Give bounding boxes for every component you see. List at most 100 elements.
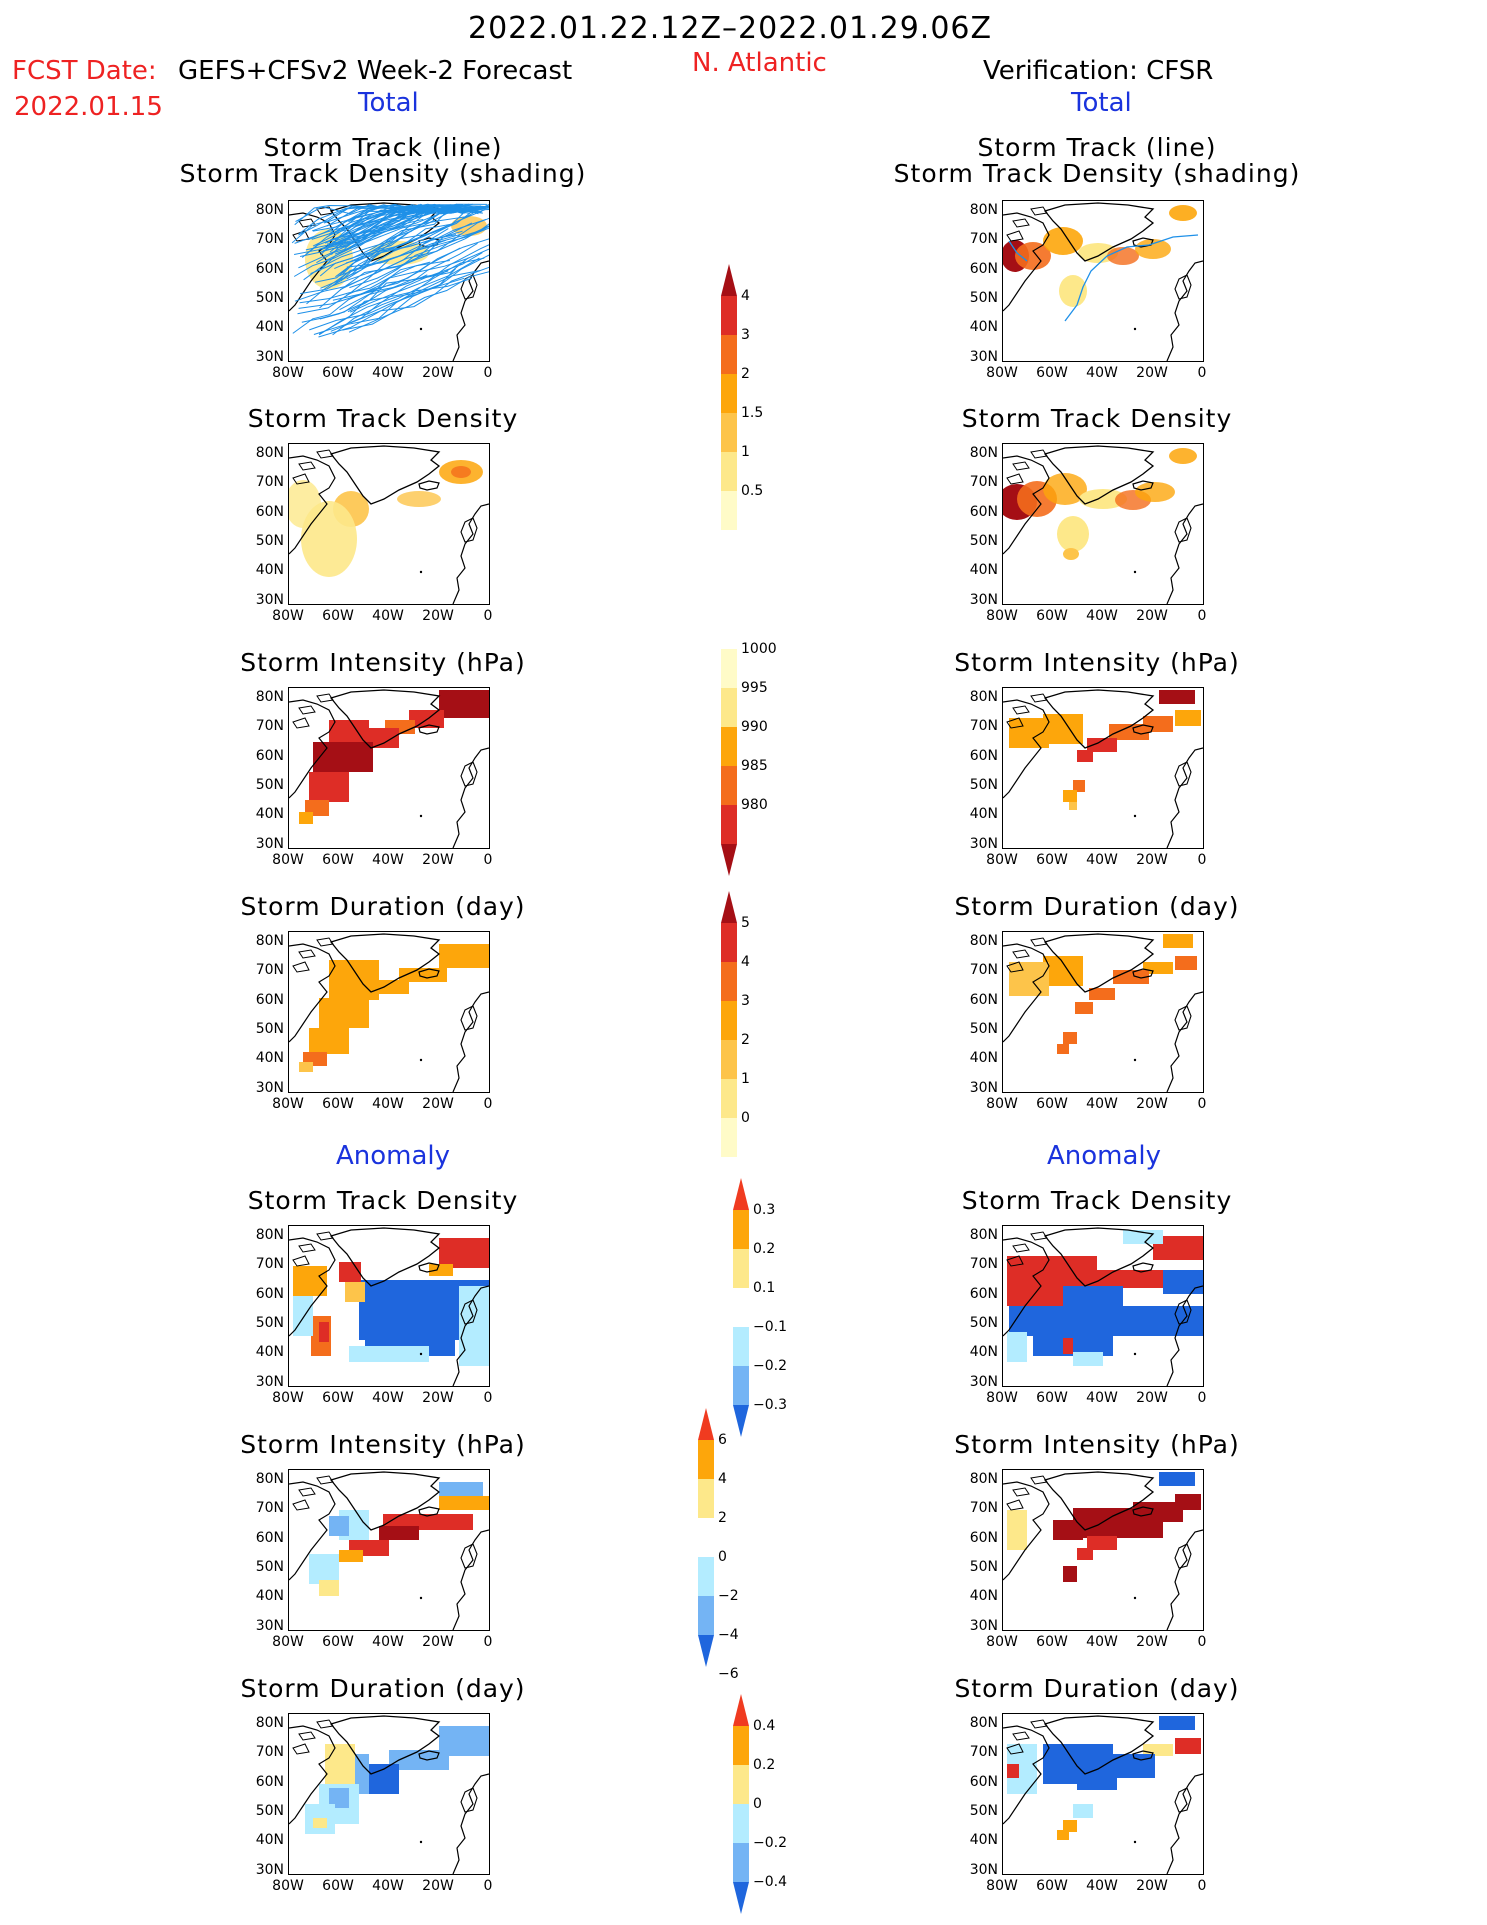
lon-tick: 0: [1197, 608, 1207, 624]
title-anom-density-right: Storm Track Density: [961, 1186, 1233, 1215]
map-track-density-verification: [1002, 443, 1204, 605]
lat-tick: 70N: [255, 474, 284, 491]
colorbar-label: 0: [753, 1796, 762, 1812]
lon-tick: 40W: [1086, 1878, 1118, 1894]
colorbar-label: 1: [741, 444, 750, 460]
lat-tick: 80N: [969, 445, 998, 461]
map-canvas: [1003, 1471, 1203, 1630]
lon-tick: 20W: [422, 852, 454, 868]
lat-tick: 60N: [255, 747, 284, 764]
lat-tick: 60N: [255, 1773, 284, 1790]
lon-tick: 80W: [986, 1390, 1018, 1406]
map-anom-intensity-verification: [1002, 1469, 1204, 1631]
lat-tick: 60N: [255, 1285, 284, 1302]
lon-tick: 0: [1197, 1634, 1207, 1650]
lon-tick: 20W: [422, 1634, 454, 1650]
lat-tick: 50N: [969, 776, 998, 793]
map-duration-forecast: [288, 931, 490, 1093]
lat-tick: 30N: [969, 1079, 998, 1096]
title-duration-right: Storm Duration (day): [954, 892, 1240, 921]
map-duration-verification: [1002, 931, 1204, 1093]
map-anom-density-verification: [1002, 1225, 1204, 1387]
lat-tick: 80N: [255, 1715, 284, 1731]
lat-tick: 40N: [255, 1832, 284, 1849]
map-anom-density-forecast: [288, 1225, 490, 1387]
lat-tick: 50N: [969, 532, 998, 549]
lon-tick: 60W: [322, 1634, 354, 1650]
map-canvas: [289, 1471, 489, 1630]
lon-tick: 40W: [372, 852, 404, 868]
lon-tick: 60W: [1036, 1390, 1068, 1406]
lat-tick: 80N: [969, 202, 998, 218]
map-canvas: [289, 933, 489, 1092]
lon-tick: 40W: [372, 1096, 404, 1112]
lon-tick: 0: [483, 1390, 493, 1406]
region-label: N. Atlantic: [692, 48, 827, 78]
lat-tick: 40N: [255, 562, 284, 579]
lon-tick: 80W: [272, 608, 304, 624]
colorbar-label: 4: [718, 1471, 727, 1487]
lat-tick: 80N: [969, 1715, 998, 1731]
lat-tick: 70N: [255, 1256, 284, 1273]
map-intensity-forecast: [288, 687, 490, 849]
lat-tick: 80N: [969, 1227, 998, 1243]
lon-tick: 80W: [986, 608, 1018, 624]
lon-tick: 20W: [422, 608, 454, 624]
lat-tick: 50N: [969, 1558, 998, 1575]
lon-tick: 20W: [422, 1096, 454, 1112]
lon-tick: 20W: [1136, 1390, 1168, 1406]
lat-tick: 80N: [969, 933, 998, 949]
title-intensity-left: Storm Intensity (hPa): [240, 648, 526, 677]
period-title: 2022.01.22.12Z–2022.01.29.06Z: [468, 11, 993, 46]
colorbar-label: 0.5: [741, 483, 764, 499]
lon-tick: 40W: [372, 1390, 404, 1406]
section-anomaly-right: Anomaly: [1047, 1141, 1162, 1171]
map-track-density-forecast: [288, 443, 490, 605]
lon-tick: 20W: [1136, 365, 1168, 381]
map-anom-duration-forecast: [288, 1713, 490, 1875]
map-canvas: [289, 1715, 489, 1874]
colorbar-label: 995: [741, 680, 768, 696]
colorbar-label: 5: [741, 915, 750, 931]
fcst-model: GEFS+CFSv2 Week-2 Forecast: [178, 56, 573, 86]
lon-tick: 40W: [1086, 1634, 1118, 1650]
colorbar-graphic: [721, 649, 737, 876]
colorbar-label: 2: [718, 1510, 727, 1526]
lon-tick: 40W: [1086, 1096, 1118, 1112]
lat-tick: 40N: [969, 1588, 998, 1605]
lat-tick: 80N: [255, 445, 284, 461]
lat-tick: 30N: [255, 348, 284, 365]
lat-tick: 80N: [969, 1471, 998, 1487]
map-canvas: [1003, 689, 1203, 848]
lat-tick: 50N: [255, 1558, 284, 1575]
colorbar-label: −0.3: [753, 1397, 787, 1413]
lat-tick: 60N: [255, 991, 284, 1008]
lon-tick: 40W: [372, 1878, 404, 1894]
colorbar-label: 1000: [741, 641, 777, 657]
lat-tick: 40N: [969, 806, 998, 823]
lat-tick: 30N: [969, 835, 998, 852]
lon-tick: 20W: [422, 365, 454, 381]
lat-tick: 80N: [255, 1227, 284, 1243]
lon-tick: 80W: [986, 1634, 1018, 1650]
lon-tick: 0: [1197, 1878, 1207, 1894]
lat-tick: 40N: [255, 806, 284, 823]
map-track-line-forecast: [288, 200, 490, 362]
lon-tick: 60W: [322, 1878, 354, 1894]
map-canvas: [289, 689, 489, 848]
colorbar-label: −0.2: [753, 1358, 787, 1374]
lon-tick: 0: [1197, 365, 1207, 381]
lat-tick: 70N: [255, 1744, 284, 1761]
lon-tick: 80W: [986, 852, 1018, 868]
lat-tick: 50N: [969, 1020, 998, 1037]
lon-tick: 40W: [372, 365, 404, 381]
title-track-density-right: Storm Track Density: [961, 404, 1233, 433]
lat-tick: 80N: [255, 1471, 284, 1487]
colorbar-label: 3: [741, 993, 750, 1009]
lat-tick: 30N: [969, 1617, 998, 1634]
title-track-line-left: Storm Track (line): [263, 133, 503, 162]
lat-tick: 30N: [255, 591, 284, 608]
lat-tick: 30N: [255, 1373, 284, 1390]
lon-tick: 20W: [1136, 1878, 1168, 1894]
title-duration-left: Storm Duration (day): [240, 892, 526, 921]
